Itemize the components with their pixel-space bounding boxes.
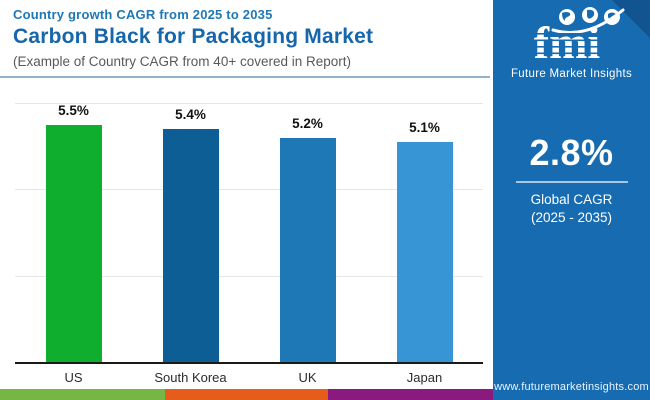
stripe-segment	[328, 389, 493, 400]
bar-value-label: 5.4%	[175, 107, 206, 122]
stat-value: 2.8%	[529, 132, 614, 173]
header-divider	[0, 76, 490, 78]
stripe-segment	[0, 389, 165, 400]
bar-value-label: 5.5%	[58, 103, 89, 118]
globe-africa-europe-icon	[581, 7, 598, 23]
category-label: US	[64, 370, 83, 385]
gridline	[15, 189, 483, 190]
bar-us	[45, 125, 102, 362]
bar-value-label: 5.2%	[292, 116, 323, 131]
bar-uk	[279, 138, 336, 362]
fmi-logo-icon: fmi	[520, 7, 624, 68]
fmi-logo: fmi Future Market Insights	[493, 0, 650, 80]
chart-eyebrow: Country growth CAGR from 2025 to 2035	[13, 7, 273, 22]
logo-letters: fmi	[533, 17, 600, 62]
logo-tagline: Future Market Insights	[510, 68, 632, 80]
x-axis-line	[15, 362, 483, 364]
category-label: Japan	[406, 370, 443, 385]
plot-area: 5.5% US 5.4% South Korea 5.2% UK 5.1% Japan	[15, 103, 483, 385]
bar-value-label: 5.1%	[409, 120, 440, 135]
chart-panel: Country growth CAGR from 2025 to 2035 Ca…	[0, 7, 493, 400]
chart-subtitle: (Example of Country CAGR from 40+ covere…	[13, 54, 352, 69]
stat-divider	[515, 181, 628, 183]
stripe-segment	[165, 389, 328, 400]
chart-header: Country growth CAGR from 2025 to 2035 Ca…	[13, 7, 483, 69]
website-link[interactable]: www.futuremarketinsights.com	[494, 381, 649, 393]
category-label: UK	[298, 370, 317, 385]
stat-label-line2: (2025 - 2035)	[530, 210, 613, 225]
bar-south-korea	[162, 129, 219, 362]
global-cagr-stat: 2.8% Global CAGR (2025 - 2035)	[493, 132, 650, 227]
globe-americas-icon	[558, 9, 575, 25]
sidebar: fmi Future Market Insights 2.8% Global C…	[493, 0, 650, 400]
logo-letter-stripes	[520, 33, 615, 55]
stat-label-line1: Global CAGR	[530, 192, 613, 207]
page-title: Carbon Black for Packaging Market	[13, 25, 374, 48]
gridline	[15, 103, 483, 104]
gridline	[15, 276, 483, 277]
logo-swoosh	[551, 8, 624, 34]
category-label: South Korea	[154, 370, 227, 385]
bar-japan	[396, 142, 453, 362]
footer-stripe	[0, 389, 493, 400]
